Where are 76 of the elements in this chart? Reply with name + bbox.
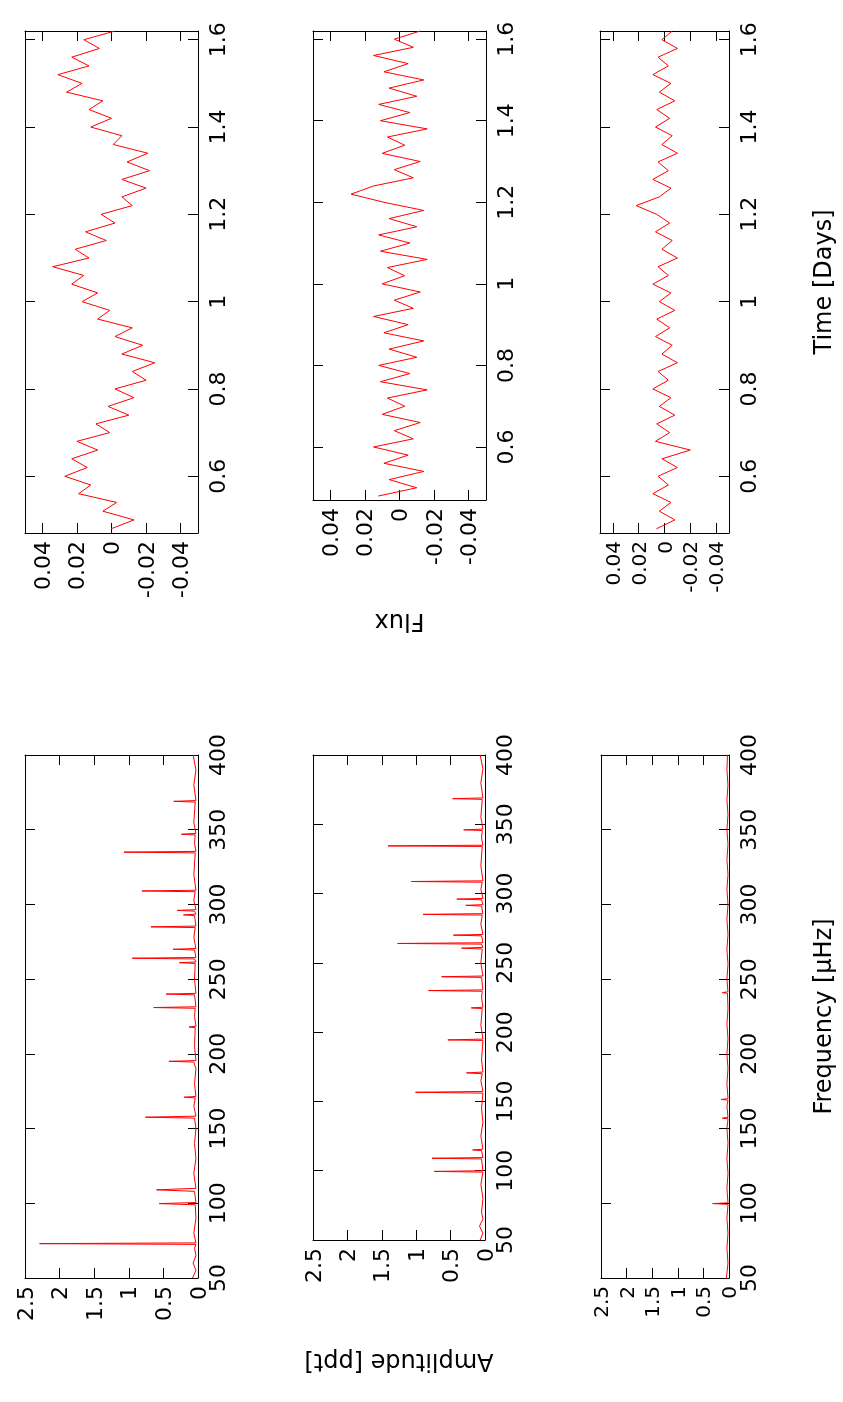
- y-tick-label: 1: [492, 276, 518, 291]
- y-tick-label: 350: [491, 803, 517, 846]
- x-tick-label: 0: [387, 508, 412, 522]
- y-tick-label: 200: [204, 1032, 230, 1075]
- x-tick-label: 0: [99, 541, 124, 555]
- x-tick-label: 0.5: [150, 1286, 176, 1321]
- y-tick-label: 100: [204, 1182, 230, 1225]
- y-tick-label: 1.6: [492, 21, 518, 57]
- x-tick-label: -0.04: [456, 508, 482, 565]
- y-tick-label: 1.4: [492, 103, 518, 139]
- y-tick-label: 300: [204, 883, 230, 926]
- x-tick-label: 1.5: [81, 1286, 107, 1321]
- x-tick-label: 2.5: [300, 1248, 326, 1283]
- x-tick-label: 1: [665, 1286, 690, 1299]
- y-tick-label: 1.4: [204, 109, 230, 145]
- x-tick-label: 2.5: [589, 1286, 613, 1318]
- y-tick-label: 1.6: [204, 22, 230, 58]
- x-tick-label: 2.5: [12, 1286, 38, 1321]
- y-tick-label: 100: [491, 1149, 517, 1192]
- y-tick-label: 100: [735, 1182, 761, 1225]
- line-series: [52, 30, 156, 530]
- y-tick-label: 200: [491, 1011, 517, 1054]
- y-tick-label: 0.8: [492, 347, 518, 383]
- y-tick-label: 0.6: [492, 429, 518, 465]
- y-tick-label: 250: [204, 958, 230, 1001]
- x-tick-label: 1.5: [369, 1248, 395, 1283]
- y-tick-label: 1.2: [204, 196, 230, 232]
- y-tick-label: 1: [204, 294, 230, 309]
- x-axis-title: Flux: [374, 608, 425, 636]
- x-tick-label: 0.02: [626, 541, 651, 586]
- y-tick-label: 150: [204, 1107, 230, 1150]
- x-tick-label: 1.5: [640, 1286, 665, 1318]
- x-tick-label: 2: [614, 1286, 639, 1299]
- x-tick-label: 0.5: [691, 1286, 716, 1318]
- x-tick-label: -0.02: [421, 508, 447, 565]
- x-tick-label: -0.04: [168, 541, 194, 598]
- x-tick-label: 1: [116, 1286, 142, 1300]
- y-tick-label: 400: [491, 734, 517, 776]
- x-tick-label: 0.04: [317, 508, 343, 557]
- y-tick-label: 150: [491, 1080, 517, 1123]
- line-series: [350, 30, 428, 497]
- y-tick-label: 0.6: [204, 458, 230, 494]
- x-tick-label: 0.5: [438, 1248, 464, 1283]
- y-tick-label: 150: [735, 1107, 761, 1150]
- y-tick-label: 1.4: [735, 109, 761, 145]
- line-series: [635, 30, 691, 530]
- x-tick-label: -0.04: [704, 541, 729, 593]
- y-axis-title: Time [Days]: [809, 209, 837, 356]
- x-tick-label: 2: [47, 1286, 73, 1300]
- y-tick-label: 0.8: [204, 371, 230, 407]
- y-tick-label: 1: [735, 294, 761, 309]
- x-tick-label: 0: [652, 541, 677, 554]
- x-axis-title: Amplitude [ppt]: [304, 1348, 494, 1376]
- y-tick-label: 250: [735, 958, 761, 1001]
- y-tick-label: 400: [735, 734, 761, 776]
- x-tick-label: 0.02: [64, 541, 90, 590]
- x-tick-label: 0.04: [29, 541, 55, 590]
- y-tick-label: 400: [204, 734, 230, 776]
- y-tick-label: 1.2: [735, 196, 761, 232]
- x-tick-label: 0.04: [600, 541, 625, 586]
- x-tick-label: 2: [334, 1248, 360, 1262]
- y-tick-label: 0.8: [735, 371, 761, 407]
- y-tick-label: 350: [204, 808, 230, 851]
- y-tick-label: 0.6: [735, 458, 761, 494]
- x-tick-label: 1: [403, 1248, 429, 1262]
- y-tick-label: 1.6: [735, 22, 761, 58]
- y-tick-label: 200: [735, 1032, 761, 1075]
- y-tick-label: 250: [491, 941, 517, 984]
- x-tick-label: -0.02: [678, 541, 703, 593]
- y-tick-label: 1.2: [492, 184, 518, 220]
- y-tick-label: 300: [491, 872, 517, 915]
- y-tick-label: 300: [735, 883, 761, 926]
- y-axis-title: Frequency [μHz]: [809, 918, 837, 1115]
- y-tick-label: 350: [735, 808, 761, 851]
- x-tick-label: -0.02: [133, 541, 159, 598]
- x-tick-label: 0.02: [352, 508, 378, 557]
